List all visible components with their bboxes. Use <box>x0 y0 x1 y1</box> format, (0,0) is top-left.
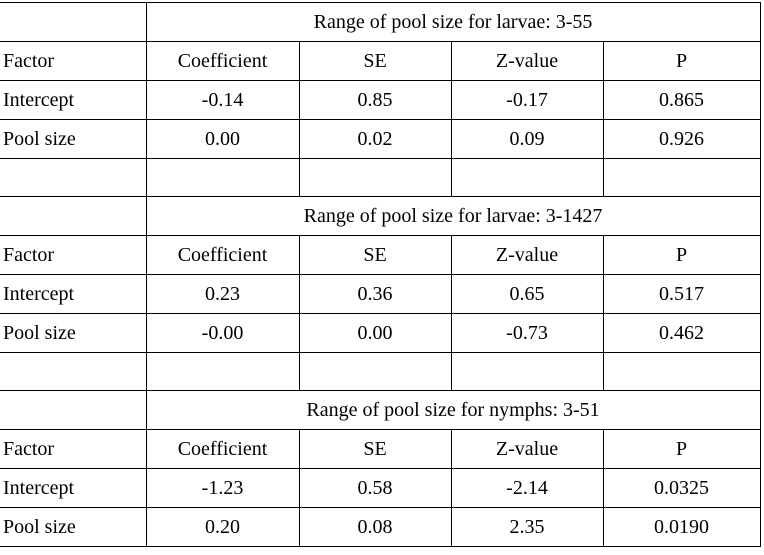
column-header: Factor <box>0 41 147 81</box>
column-header: Factor <box>0 235 147 275</box>
column-header: Coefficient <box>145 429 300 469</box>
empty-cell <box>450 352 604 391</box>
section-title-row: Range of pool size for nymphs: 3-51 <box>0 390 761 430</box>
table-body: Range of pool size for larvae: 3-55 Facto… <box>0 2 761 547</box>
value-cell: 0.0190 <box>602 507 761 547</box>
column-header: Coefficient <box>145 235 300 275</box>
table-row: Pool size -0.00 0.00 -0.73 0.462 <box>0 313 761 353</box>
value-cell: -0.14 <box>145 80 300 120</box>
spacer-row <box>0 352 761 391</box>
empty-cell <box>0 196 147 236</box>
factor-cell: Intercept <box>0 468 147 508</box>
section-title-row: Range of pool size for larvae: 3-55 <box>0 2 761 42</box>
spacer-row <box>0 158 761 197</box>
table-row: Intercept 0.23 0.36 0.65 0.517 <box>0 274 761 314</box>
factor-cell: Pool size <box>0 507 147 547</box>
value-cell: 2.35 <box>450 507 604 547</box>
empty-cell <box>0 158 147 197</box>
column-header: SE <box>298 41 452 81</box>
header-row: Factor Coefficient SE Z-value P <box>0 41 761 81</box>
value-cell: 0.02 <box>298 119 452 159</box>
section-title: Range of pool size for nymphs: 3-51 <box>145 390 761 430</box>
empty-cell <box>298 352 452 391</box>
section-title: Range of pool size for larvae: 3-1427 <box>145 196 761 236</box>
empty-cell <box>298 158 452 197</box>
column-header: P <box>602 235 761 275</box>
value-cell: 0.865 <box>602 80 761 120</box>
value-cell: -2.14 <box>450 468 604 508</box>
factor-cell: Intercept <box>0 274 147 314</box>
value-cell: 0.23 <box>145 274 300 314</box>
value-cell: -0.73 <box>450 313 604 353</box>
regression-results-table: Range of pool size for larvae: 3-55 Facto… <box>0 2 761 547</box>
table-row: Intercept -0.14 0.85 -0.17 0.865 <box>0 80 761 120</box>
factor-cell: Intercept <box>0 80 147 120</box>
empty-cell <box>450 158 604 197</box>
column-header: P <box>602 429 761 469</box>
empty-cell <box>145 158 300 197</box>
value-cell: 0.36 <box>298 274 452 314</box>
section-title: Range of pool size for larvae: 3-55 <box>145 2 761 42</box>
table-row: Intercept -1.23 0.58 -2.14 0.0325 <box>0 468 761 508</box>
section-title-row: Range of pool size for larvae: 3-1427 <box>0 196 761 236</box>
column-header: Coefficient <box>145 41 300 81</box>
factor-cell: Pool size <box>0 313 147 353</box>
value-cell: 0.08 <box>298 507 452 547</box>
empty-cell <box>602 158 761 197</box>
value-cell: 0.462 <box>602 313 761 353</box>
table-row: Pool size 0.20 0.08 2.35 0.0190 <box>0 507 761 547</box>
header-row: Factor Coefficient SE Z-value P <box>0 429 761 469</box>
empty-cell <box>0 2 147 42</box>
empty-cell <box>0 352 147 391</box>
value-cell: 0.517 <box>602 274 761 314</box>
table-row: Pool size 0.00 0.02 0.09 0.926 <box>0 119 761 159</box>
column-header: Z-value <box>450 235 604 275</box>
value-cell: 0.20 <box>145 507 300 547</box>
value-cell: 0.926 <box>602 119 761 159</box>
factor-cell: Pool size <box>0 119 147 159</box>
value-cell: -0.00 <box>145 313 300 353</box>
value-cell: 0.0325 <box>602 468 761 508</box>
column-header: Z-value <box>450 429 604 469</box>
column-header: SE <box>298 235 452 275</box>
empty-cell <box>145 352 300 391</box>
column-header: Z-value <box>450 41 604 81</box>
empty-cell <box>0 390 147 430</box>
header-row: Factor Coefficient SE Z-value P <box>0 235 761 275</box>
value-cell: 0.58 <box>298 468 452 508</box>
column-header: P <box>602 41 761 81</box>
value-cell: 0.65 <box>450 274 604 314</box>
value-cell: 0.00 <box>298 313 452 353</box>
value-cell: 0.00 <box>145 119 300 159</box>
value-cell: 0.09 <box>450 119 604 159</box>
column-header: SE <box>298 429 452 469</box>
value-cell: -1.23 <box>145 468 300 508</box>
empty-cell <box>602 352 761 391</box>
value-cell: 0.85 <box>298 80 452 120</box>
value-cell: -0.17 <box>450 80 604 120</box>
column-header: Factor <box>0 429 147 469</box>
